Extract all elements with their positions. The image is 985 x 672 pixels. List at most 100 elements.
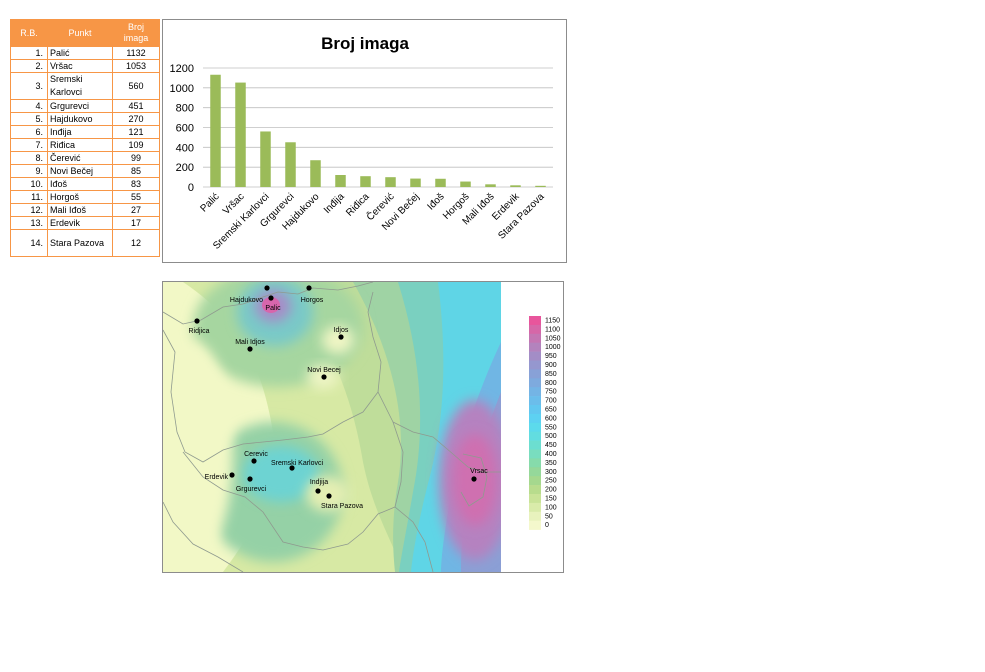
map-point-label: Mali Idjos [235, 339, 265, 346]
y-tick-label: 1000 [170, 83, 194, 95]
cell-punkt: Iđoš [47, 177, 113, 191]
region-border [163, 291, 382, 463]
bar [535, 185, 546, 187]
legend-swatch [529, 324, 541, 335]
header-broj-line1: Broj [127, 22, 144, 32]
cell-rb: 8. [10, 151, 48, 165]
cell-rb: 6. [10, 125, 48, 139]
sw-border [163, 501, 244, 572]
map-point-marker [326, 493, 332, 499]
gridlines [203, 67, 553, 188]
table-row: 11. Horgoš 55 [10, 190, 160, 204]
x-tick-label: Iđoš [425, 191, 446, 212]
table-header-row: R.B. Punkt Broj imaga [10, 19, 160, 47]
table-row: 7. Riđica 109 [10, 138, 160, 152]
header-broj-line2: imaga [123, 33, 149, 43]
table-row: 4. Grgurevci 451 [10, 99, 160, 113]
bar-chart: Broj imaga 0 200 400 600 800 1000 1200 Palić Vr… [162, 19, 567, 263]
legend-label: 700 [545, 398, 557, 405]
cell-broj: 85 [112, 164, 160, 178]
map-point-marker [338, 334, 344, 340]
bar [460, 181, 471, 187]
cell-broj: 12 [112, 229, 160, 257]
chart-title: Broj imaga [321, 34, 409, 53]
cell-rb: 14. [10, 229, 48, 257]
legend-label: 1050 [545, 335, 561, 342]
bar [210, 74, 221, 187]
legend-swatch [529, 476, 541, 486]
cell-punkt: Vršac [47, 59, 113, 73]
cell-rb: 7. [10, 138, 48, 152]
table-row: 2. Vršac 1053 [10, 59, 160, 73]
table-row: 13. Erdevik 17 [10, 216, 160, 230]
y-tick-label: 200 [176, 162, 194, 174]
map-point-marker [264, 285, 270, 291]
cell-punkt: Novi Bečej [47, 164, 113, 178]
map-point-marker [315, 488, 321, 494]
table-row: 8. Čerević 99 [10, 151, 160, 165]
header-rb: R.B. [10, 19, 48, 47]
cell-punkt: Hajdukovo [47, 112, 113, 126]
legend-swatch [529, 485, 541, 495]
header-broj: Broj imaga [112, 19, 160, 47]
bar [510, 185, 521, 187]
cell-punkt: Riđica [47, 138, 113, 152]
legend-swatch [529, 333, 541, 343]
legend-swatch [529, 449, 541, 459]
cell-punkt: Čerević [47, 151, 113, 165]
heat-map-svg: Hajdukovo Horgos Palic Ridjica Idjos Mali Idj… [163, 282, 561, 572]
table-row: 3. Sremski Karlovci 560 [10, 72, 160, 100]
legend-swatch [529, 422, 541, 432]
palic-core [262, 297, 280, 313]
color-legend: 1150110010501000950900850800750700650600… [529, 316, 561, 530]
bar [485, 184, 496, 187]
bar [360, 176, 371, 187]
cell-rb: 11. [10, 190, 48, 204]
table-row: 12. Mali Iđoš 27 [10, 203, 160, 217]
table-row: 14. Stara Pazova 12 [10, 229, 160, 257]
map-point-label: Novi Becej [307, 367, 341, 374]
map-point-marker [251, 458, 257, 464]
bar [410, 178, 421, 187]
data-table: R.B. Punkt Broj imaga 1. Palić 1132 2. Vršac… [10, 19, 160, 257]
cell-broj: 270 [112, 112, 160, 126]
table-row: 1. Palić 1132 [10, 46, 160, 60]
cell-broj: 1053 [112, 59, 160, 73]
cell-broj: 27 [112, 203, 160, 217]
legend-swatch [529, 387, 541, 397]
legend-label: 950 [545, 353, 557, 360]
legend-swatch [529, 316, 541, 326]
map-point-label: Idjos [334, 327, 349, 334]
cell-broj: 121 [112, 125, 160, 139]
x-tick-label: Inđija [322, 191, 347, 216]
legend-label: 0 [545, 522, 549, 529]
bar-chart-svg: Broj imaga 0 200 400 600 800 1000 1200 Palić Vr… [170, 34, 553, 252]
cell-punkt: Stara Pazova [47, 229, 113, 257]
legend-label: 550 [545, 424, 557, 431]
legend-label: 200 [545, 487, 557, 494]
cell-broj: 451 [112, 99, 160, 113]
legend-swatch [529, 369, 541, 379]
cell-rb: 4. [10, 99, 48, 113]
cell-punkt: Grgurevci [47, 99, 113, 113]
sk-hotspot [243, 446, 319, 502]
south-border [182, 451, 434, 572]
map-point-marker [268, 295, 274, 301]
idjos-zone [322, 326, 354, 354]
legend-swatch [529, 502, 541, 513]
map-point-marker [247, 476, 253, 482]
cell-punkt: Inđija [47, 125, 113, 139]
map-point-label: Erdevik [205, 474, 229, 481]
map-point-label: Horgos [301, 297, 324, 304]
map-point-label: Palic [265, 305, 281, 312]
map-point-marker [247, 346, 253, 352]
cell-punkt: Erdevik [47, 216, 113, 230]
cell-punkt: Palić [47, 46, 113, 60]
cell-broj: 109 [112, 138, 160, 152]
legend-label: 750 [545, 389, 557, 396]
cell-broj: 1132 [112, 46, 160, 60]
map-point-label: Stara Pazova [321, 503, 363, 510]
cell-rb: 13. [10, 216, 48, 230]
heat-map: Hajdukovo Horgos Palic Ridjica Idjos Mali Idj… [162, 281, 564, 573]
legend-swatch [529, 396, 541, 406]
